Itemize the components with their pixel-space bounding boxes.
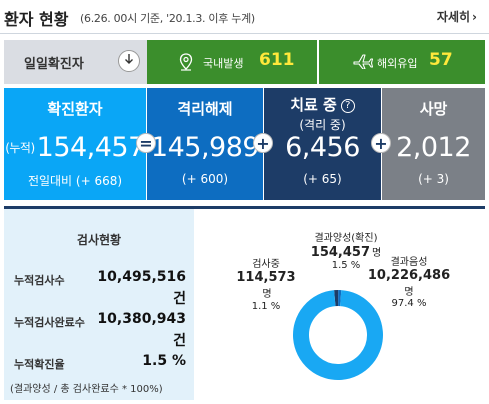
test-status-panel: 검사현황 누적검사수 10,495,516 건 누적검사완료수 10,380,9… <box>4 206 485 400</box>
negative-result-label: 결과음성 10,226,486 명 97.4 % <box>364 253 454 309</box>
domestic-count: 611 <box>259 50 295 70</box>
chart-label-value-line: 114,573 명 <box>232 270 300 301</box>
overseas-label: 해외유입 <box>377 57 418 70</box>
treating-delta: (+ 65) <box>303 172 342 186</box>
confirmed-title: 확진환자 <box>47 100 103 118</box>
chevron-right-icon: › <box>472 10 477 24</box>
plus-icon: + <box>371 133 391 153</box>
test-summary-title: 검사현황 <box>76 233 122 247</box>
arrow-down-icon[interactable] <box>118 50 140 72</box>
treating-title-line: 치료 중? <box>264 94 381 115</box>
deaths-delta: (+ 3) <box>418 172 449 186</box>
domestic-label: 국내발생 <box>203 57 244 70</box>
chart-label-title: 결과양성(확진) <box>314 233 378 244</box>
chart-label-percent: 1.1 % <box>251 301 281 312</box>
domestic-segment: 국내발생 611 <box>147 40 317 84</box>
test-row-unit: 건 <box>173 291 186 307</box>
test-row-label: 누적검사수 <box>14 274 65 287</box>
released-delta: (+ 600) <box>181 172 229 186</box>
released-value: 145,989 <box>150 132 260 163</box>
testing-result-label: 검사중 114,573 명 1.1 % <box>232 255 300 312</box>
daily-confirmed-toggle[interactable]: 일일확진자 <box>4 40 147 84</box>
test-row-unit: 건 <box>173 333 186 349</box>
chart-label-title: 결과음성 <box>390 257 428 268</box>
test-row-value: 10,380,943 <box>97 311 186 327</box>
chart-label-percent: 1.5 % <box>331 260 361 271</box>
daily-confirmed-bar: 일일확진자 국내발생 611 해외유입 57 <box>4 40 485 84</box>
treating-card: 치료 중? (격리 중) 6,456 (+ 65) <box>264 88 381 200</box>
cumulative-stats: 확진환자 (누적)154,457 전일대비 (+ 668) 격리해제 145,9… <box>4 88 485 200</box>
test-result-chart: 결과양성(확진) 154,457 명 1.5 % 검사중 114,573명 1.1… <box>194 209 485 400</box>
plus-icon: + <box>253 133 273 153</box>
airplane-icon <box>353 53 374 73</box>
deaths-title: 사망 <box>419 100 448 118</box>
donut-slice-negative <box>293 290 383 380</box>
chart-label-title: 검사중 <box>252 259 280 270</box>
header-divider <box>0 33 489 34</box>
chart-label-value: 10,226,486 <box>367 268 451 283</box>
chart-label-percent: 97.4 % <box>391 298 427 309</box>
confirmed-card: 확진환자 (누적)154,457 전일대비 (+ 668) <box>4 88 146 200</box>
details-link[interactable]: 자세히 › <box>437 8 477 25</box>
location-pin-icon <box>179 53 193 75</box>
deaths-card: 사망 2,012 (+ 3) <box>382 88 485 200</box>
test-row-label: 누적확진율 <box>14 358 65 371</box>
test-summary: 검사현황 누적검사수 10,495,516 건 누적검사완료수 10,380,9… <box>4 209 194 400</box>
test-row-value: 1.5 % <box>142 353 186 369</box>
test-result-donut-chart <box>293 290 383 380</box>
chart-label-unit: 명 <box>404 287 414 298</box>
treating-title: 치료 중 <box>290 96 337 114</box>
confirmed-result-label: 결과양성(확진) 154,457 명 1.5 % <box>306 229 386 271</box>
treating-value: 6,456 <box>285 132 360 163</box>
confirmed-value: 154,457 <box>36 132 146 163</box>
released-title: 격리해제 <box>177 100 233 118</box>
chart-label-value-line: 154,457 명 <box>306 244 386 260</box>
page-title: 환자 현황 <box>4 10 69 29</box>
treating-subtitle: (격리 중) <box>299 118 346 132</box>
confirmed-delta: 전일대비 (+ 668) <box>27 174 123 188</box>
chart-label-unit: 명 <box>372 248 382 259</box>
chart-label-value: 114,573 <box>236 270 296 285</box>
help-icon[interactable]: ? <box>340 99 355 113</box>
released-card: 격리해제 145,989 (+ 600) <box>147 88 263 200</box>
test-row-label: 누적검사완료수 <box>14 316 85 329</box>
overseas-count: 57 <box>429 50 453 70</box>
deaths-value: 2,012 <box>396 132 471 163</box>
details-link-label: 자세히 <box>436 10 471 24</box>
confirmed-prefix: (누적) <box>5 141 35 155</box>
chart-label-value: 154,457 <box>310 245 370 260</box>
test-row-value: 10,495,516 <box>97 269 186 285</box>
overseas-segment: 해외유입 57 <box>319 40 485 84</box>
equals-icon: = <box>136 133 156 153</box>
status-header: 환자 현황 (6.26. 00시 기준, '20.1.3. 이후 누계) 자세히… <box>0 0 489 34</box>
page-subtitle: (6.26. 00시 기준, '20.1.3. 이후 누계) <box>80 12 255 25</box>
daily-confirmed-label: 일일확진자 <box>24 57 84 72</box>
confirmed-value-line: (누적)154,457 <box>4 132 146 163</box>
positive-rate-note: (결과양성 / 총 검사완료수 * 100%) <box>10 384 163 395</box>
chart-label-unit: 명 <box>262 289 272 300</box>
